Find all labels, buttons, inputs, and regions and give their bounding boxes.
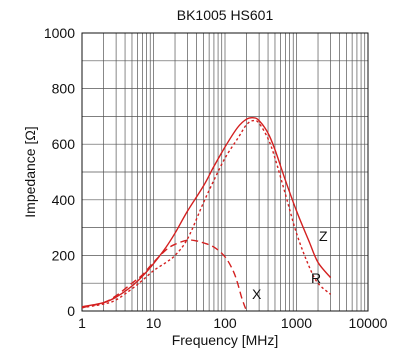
y-tick-label: 600 [52, 136, 76, 152]
x-tick-label: 100 [213, 315, 237, 331]
y-tick-label: 0 [67, 303, 75, 319]
y-tick-label: 400 [52, 192, 76, 208]
x-tick-label: 10 [146, 315, 162, 331]
series-lines [81, 117, 332, 312]
series-line-x [81, 239, 248, 312]
x-tick-label: 10000 [349, 315, 388, 331]
x-axis-label: Frequency [MHz] [172, 332, 279, 348]
series-label-x: X [252, 286, 262, 302]
series-line-r [81, 119, 332, 309]
tick-labels: 1 10 100 1000 10000 0 200 400 600 800 1000 [44, 25, 388, 331]
grid [82, 33, 368, 311]
y-tick-label: 1000 [44, 25, 75, 41]
y-tick-label: 200 [52, 247, 76, 263]
series-label-r: R [311, 270, 321, 286]
x-tick-label: 1000 [281, 315, 312, 331]
y-axis-label: Impedance [Ω] [22, 126, 38, 217]
y-tick-label: 800 [52, 81, 76, 97]
x-tick-label: 1 [78, 315, 86, 331]
plot-frame [81, 32, 369, 312]
chart-title: BK1005 HS601 [177, 7, 274, 23]
series-line-z [81, 117, 332, 308]
series-label-z: Z [319, 228, 328, 244]
